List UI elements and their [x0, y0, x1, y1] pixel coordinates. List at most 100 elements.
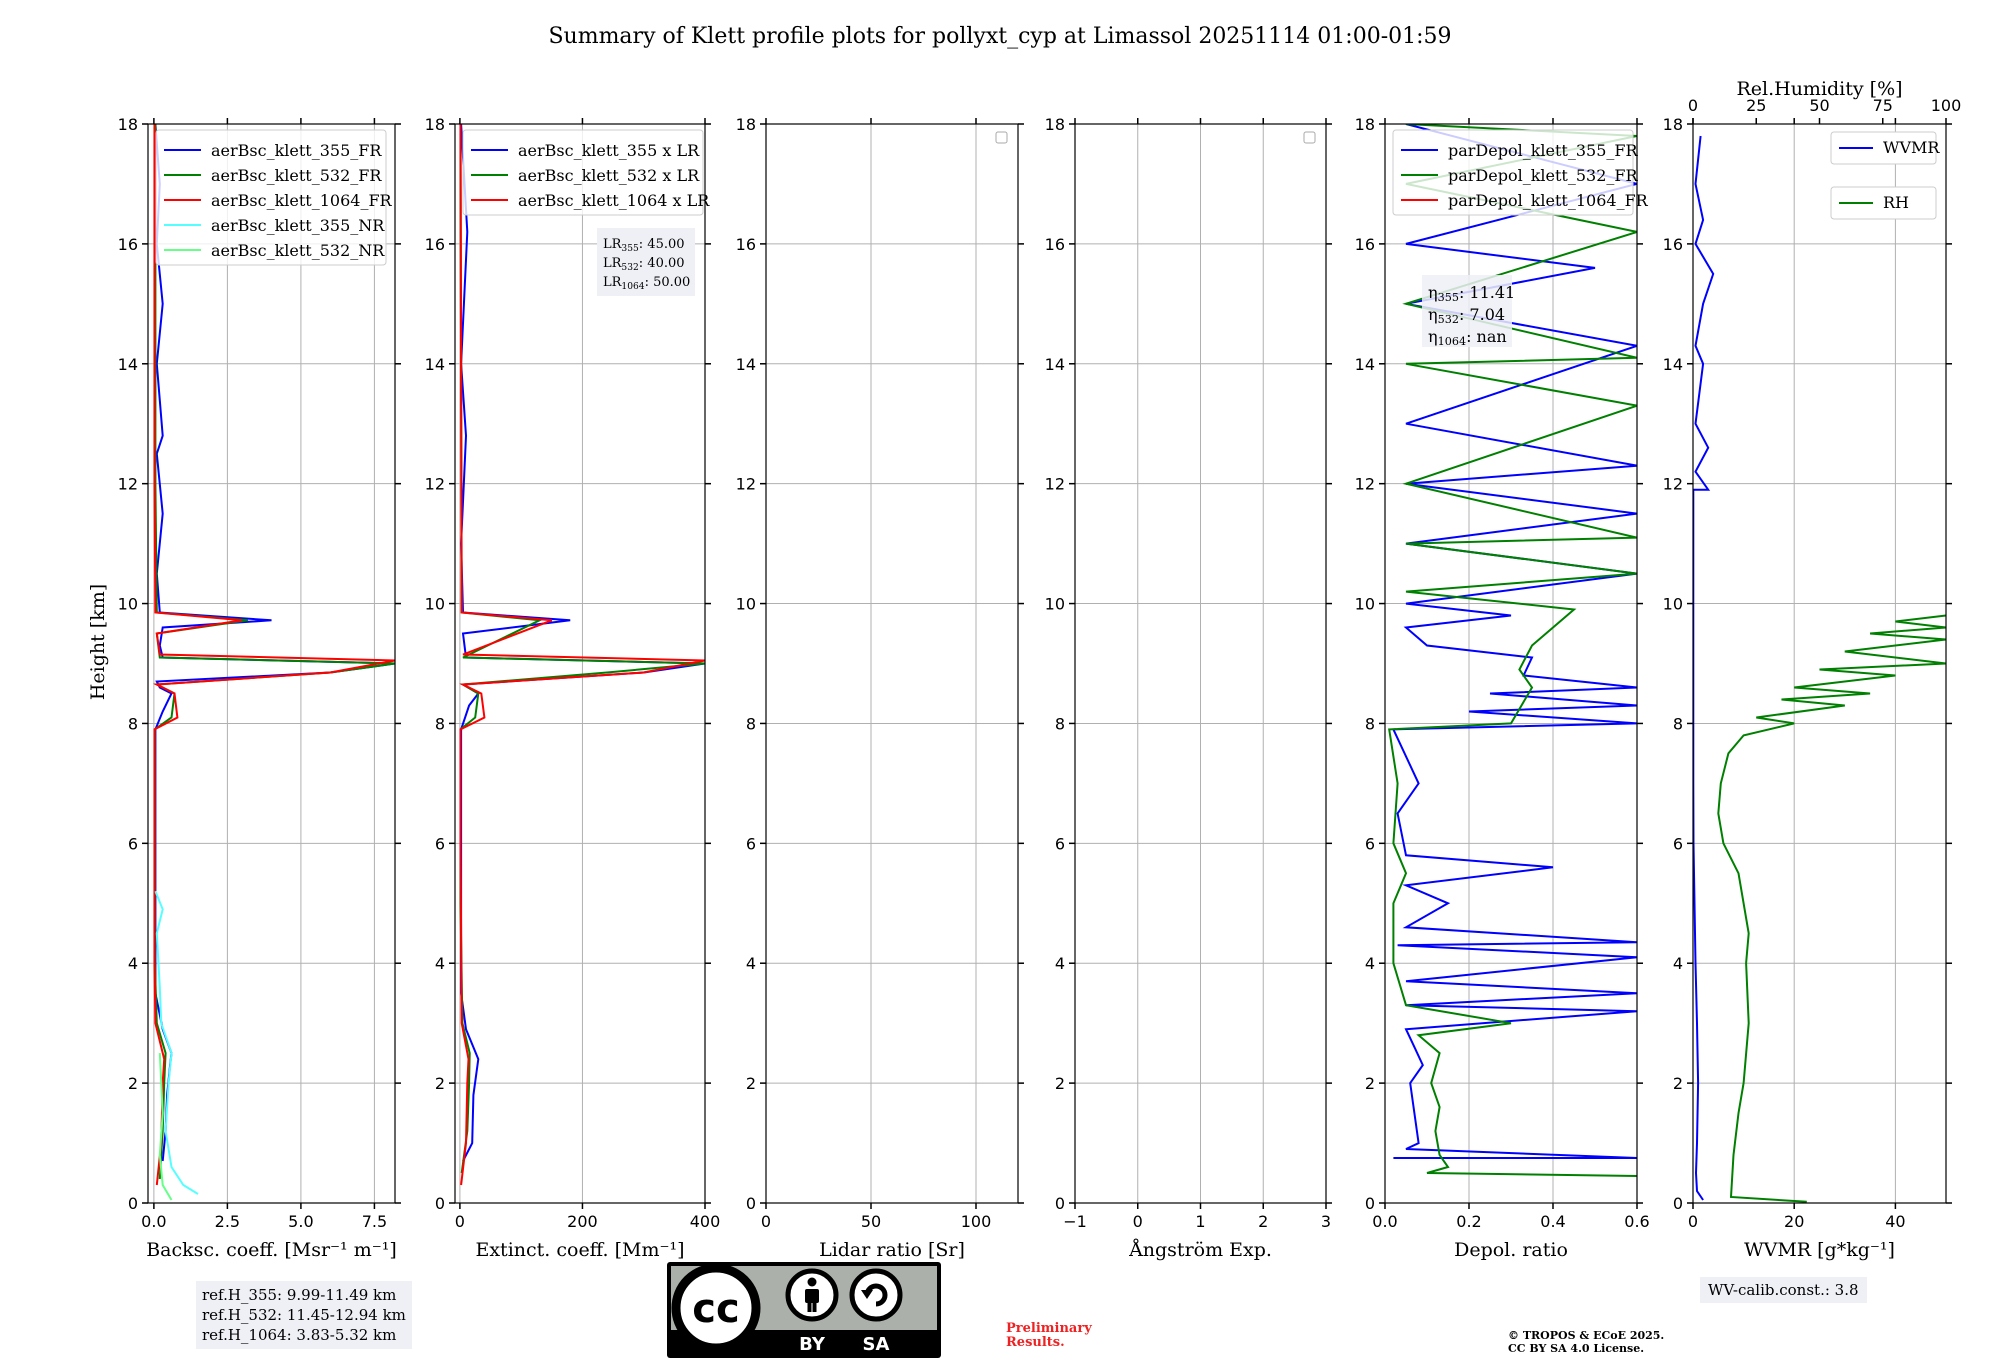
y-tick-label: 8	[128, 714, 138, 733]
y-tick-label: 6	[128, 834, 138, 853]
y-tick-label: 0	[746, 1194, 756, 1213]
y-tick-label: 16	[1663, 235, 1683, 254]
x-tick-label: 0	[1133, 1212, 1143, 1231]
series-line-aerBsc_klett_355_FR	[154, 124, 395, 1162]
x-tick-label: 400	[690, 1212, 721, 1231]
empty-legend-box	[995, 131, 1008, 144]
panel-wvmr: 0 20 40 0 2 4 6 8 10 12 14 16 18 WVMR [g*kg⁻¹] 0 25 50 75…	[1663, 78, 1962, 1261]
eta-label: η532: 7.04	[1428, 305, 1505, 326]
x-axis-label: Extinct. coeff. [Mm⁻¹]	[475, 1239, 684, 1261]
y-tick-label: 4	[1365, 954, 1375, 973]
copyright-line-2: CC BY SA 4.0 License.	[1508, 1342, 1645, 1355]
y-tick-label: 2	[1055, 1074, 1065, 1093]
y-tick-label: 6	[1365, 834, 1375, 853]
y-tick-label: 14	[425, 355, 445, 374]
y-tick-label: 18	[425, 115, 445, 134]
x-tick-label: −1	[1063, 1212, 1087, 1231]
x-tick-label: 0.0	[141, 1212, 166, 1231]
x-tick-label: 1	[1195, 1212, 1205, 1231]
series-line-RH	[1717, 614, 1946, 1203]
series-line-WVMR	[1693, 135, 1715, 1201]
panel-lidar_ratio: 0 50 100 0 2 4 6 8 10 12 14 16 18 Lidar ratio [Sr]	[736, 115, 1024, 1261]
series-line-aerBsc_klett_532_FR	[153, 124, 395, 1180]
legend-box	[1830, 186, 1937, 220]
x-axis-label: Depol. ratio	[1454, 1239, 1568, 1261]
y-tick-label: 2	[746, 1074, 756, 1093]
eta-box	[1422, 275, 1512, 347]
y-tick-label: 10	[1045, 595, 1065, 614]
top-x-tick-label: 50	[1809, 96, 1829, 115]
lidar-ratio-box	[597, 228, 695, 296]
cc-logo-icon: cc	[671, 1263, 761, 1353]
y-tick-label: 8	[1673, 714, 1683, 733]
lidar-ratio-label: LR355: 45.00	[603, 237, 685, 254]
ref-height-532: ref.H_532: 11.45-12.94 km	[202, 1306, 406, 1324]
y-tick-label: 0	[435, 1194, 445, 1213]
panel-depol: 0.0 0.2 0.4 0.6 0 2 4 6 8 10 12 14 16 18 Depol. ratio p…	[1355, 115, 1650, 1261]
y-tick-label: 0	[1055, 1194, 1065, 1213]
legend-label-aerBsc_klett_355 x LR: aerBsc_klett_355 x LR	[518, 141, 700, 160]
y-tick-label: 16	[1355, 235, 1375, 254]
legend-label-aerBsc_klett_532_NR: aerBsc_klett_532_NR	[211, 241, 385, 260]
y-tick-label: 10	[425, 595, 445, 614]
y-tick-label: 8	[435, 714, 445, 733]
copyright-note: © TROPOS & ECoE 2025. CC BY SA 4.0 Licen…	[1508, 1329, 1664, 1355]
legend-box	[155, 129, 387, 266]
y-tick-label: 2	[128, 1074, 138, 1093]
legend-label-aerBsc_klett_1064 x LR: aerBsc_klett_1064 x LR	[518, 191, 710, 210]
cc-by-sa-license-badge: cc BY SA	[667, 1262, 941, 1358]
y-tick-label: 12	[1663, 475, 1683, 494]
axes-frame	[1384, 123, 1638, 1204]
x-tick-label: 20	[1784, 1212, 1804, 1231]
person-by-icon	[785, 1268, 839, 1322]
y-tick-label: 4	[1055, 954, 1065, 973]
lidar-ratio-label: LR1064: 50.00	[603, 275, 690, 292]
x-tick-label: 0.6	[1624, 1212, 1649, 1231]
y-tick-label: 14	[118, 355, 138, 374]
y-tick-label: 18	[736, 115, 756, 134]
legend-label-parDepol_klett_532_FR: parDepol_klett_532_FR	[1448, 166, 1639, 185]
x-tick-label: 0	[761, 1212, 771, 1231]
axes-frame	[454, 123, 706, 1204]
x-tick-label: 0.2	[1456, 1212, 1481, 1231]
y-tick-label: 16	[736, 235, 756, 254]
x-tick-label: 40	[1885, 1212, 1905, 1231]
legend-box	[1392, 129, 1634, 216]
y-tick-label: 8	[746, 714, 756, 733]
y-tick-label: 10	[118, 595, 138, 614]
y-tick-label: 10	[736, 595, 756, 614]
y-axis-label: Height [km]	[87, 584, 109, 700]
x-tick-label: 3	[1321, 1212, 1331, 1231]
y-tick-label: 18	[1355, 115, 1375, 134]
top-x-tick-label: 0	[1688, 96, 1698, 115]
y-tick-label: 16	[118, 235, 138, 254]
axes-frame	[147, 123, 396, 1204]
ref-height-1064: ref.H_1064: 3.83-5.32 km	[202, 1326, 397, 1344]
legend-box	[462, 129, 704, 216]
legend-label-aerBsc_klett_532 x LR: aerBsc_klett_532 x LR	[518, 166, 700, 185]
y-tick-label: 10	[1663, 595, 1683, 614]
y-tick-label: 16	[1045, 235, 1065, 254]
license-sa-text: SA	[863, 1334, 890, 1355]
cc-logo-text: cc	[692, 1286, 739, 1332]
y-tick-label: 2	[435, 1074, 445, 1093]
x-tick-label: 200	[567, 1212, 598, 1231]
y-tick-label: 4	[435, 954, 445, 973]
y-tick-label: 18	[118, 115, 138, 134]
y-tick-label: 14	[1045, 355, 1065, 374]
series-line-aerBsc_klett_1064 x LR	[459, 124, 705, 1186]
x-tick-label: 0.0	[1372, 1212, 1397, 1231]
y-tick-label: 0	[1673, 1194, 1683, 1213]
panel-extinction: 0 200 400 0 2 4 6 8 10 12 14 16 18 Extinct. coeff. [M…	[425, 115, 721, 1261]
y-tick-label: 2	[1673, 1074, 1683, 1093]
x-tick-label: 0	[455, 1212, 465, 1231]
share-alike-icon	[849, 1268, 903, 1322]
legend-label-aerBsc_klett_1064_FR: aerBsc_klett_1064_FR	[211, 191, 393, 210]
empty-legend-box	[1303, 131, 1316, 144]
y-tick-label: 16	[425, 235, 445, 254]
y-tick-label: 0	[1365, 1194, 1375, 1213]
y-tick-label: 18	[1663, 115, 1683, 134]
x-axis-label: Lidar ratio [Sr]	[819, 1239, 965, 1261]
